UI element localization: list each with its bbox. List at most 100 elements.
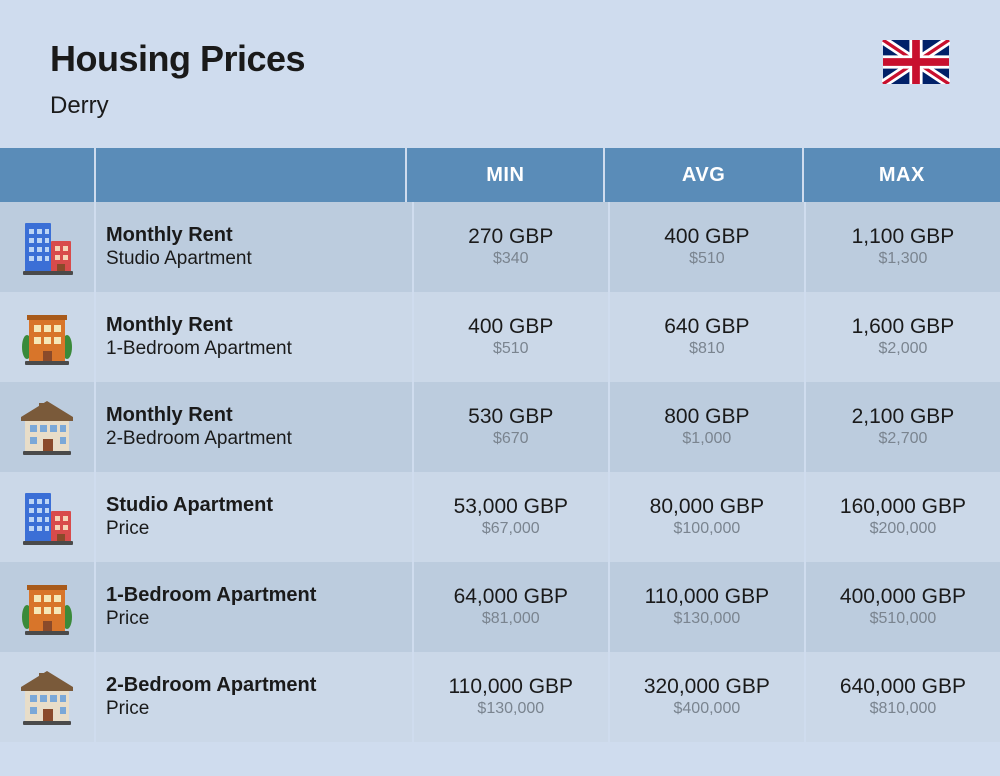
max-gbp: 160,000 GBP [840,494,966,519]
row-label: Studio Apartment Price [96,472,414,562]
min-usd: $670 [493,429,529,450]
min-usd: $81,000 [482,609,540,630]
building-brick-icon [17,307,77,367]
row-label: Monthly Rent 2-Bedroom Apartment [96,382,414,472]
min-usd: $130,000 [477,699,544,720]
label-sub: Price [106,697,412,722]
table-row: Monthly Rent 2-Bedroom Apartment 530 GBP… [0,382,1000,472]
cell-max: 400,000 GBP $510,000 [806,562,1000,652]
cell-max: 160,000 GBP $200,000 [806,472,1000,562]
label-sub: 1-Bedroom Apartment [106,337,412,362]
avg-gbp: 110,000 GBP [645,584,770,609]
label-main: Monthly Rent [106,403,412,427]
building-house-icon [17,667,77,727]
row-icon [0,472,96,562]
min-gbp: 530 GBP [468,404,553,429]
avg-gbp: 400 GBP [664,224,749,249]
min-usd: $340 [493,249,529,270]
row-icon [0,652,96,742]
max-usd: $510,000 [870,609,937,630]
row-icon [0,562,96,652]
table-row: Studio Apartment Price 53,000 GBP $67,00… [0,472,1000,562]
row-label: Monthly Rent 1-Bedroom Apartment [96,292,414,382]
cell-avg: 800 GBP $1,000 [610,382,806,472]
row-icon [0,202,96,292]
cell-avg: 80,000 GBP $100,000 [610,472,806,562]
cell-max: 640,000 GBP $810,000 [806,652,1000,742]
table-row: Monthly Rent 1-Bedroom Apartment 400 GBP… [0,292,1000,382]
avg-usd: $510 [689,249,725,270]
price-table: MIN AVG MAX Monthly Rent Studio Apartmen… [0,148,1000,742]
label-main: Studio Apartment [106,493,412,517]
row-label: 2-Bedroom Apartment Price [96,652,414,742]
cell-avg: 320,000 GBP $400,000 [610,652,806,742]
min-gbp: 64,000 GBP [454,584,568,609]
row-icon [0,382,96,472]
th-max: MAX [804,148,1000,202]
row-label: 1-Bedroom Apartment Price [96,562,414,652]
max-usd: $810,000 [870,699,937,720]
cell-min: 530 GBP $670 [414,382,610,472]
max-gbp: 400,000 GBP [840,584,966,609]
building-house-icon [17,397,77,457]
cell-avg: 640 GBP $810 [610,292,806,382]
label-sub: Price [106,607,412,632]
cell-avg: 110,000 GBP $130,000 [610,562,806,652]
avg-gbp: 320,000 GBP [644,674,770,699]
th-label-spacer [96,148,407,202]
table-row: 2-Bedroom Apartment Price 110,000 GBP $1… [0,652,1000,742]
avg-usd: $400,000 [674,699,741,720]
building-brick-icon [17,577,77,637]
min-usd: $67,000 [482,519,540,540]
avg-usd: $1,000 [682,429,731,450]
building-tall-icon [17,487,77,547]
cell-min: 53,000 GBP $67,000 [414,472,610,562]
th-icon-spacer [0,148,96,202]
min-usd: $510 [493,339,529,360]
cell-min: 110,000 GBP $130,000 [414,652,610,742]
uk-flag-icon [882,40,950,84]
max-gbp: 1,600 GBP [852,314,955,339]
avg-usd: $130,000 [674,609,741,630]
page-subtitle: Derry [50,92,882,120]
row-label: Monthly Rent Studio Apartment [96,202,414,292]
label-main: 2-Bedroom Apartment [106,673,412,697]
max-usd: $2,000 [878,339,927,360]
min-gbp: 110,000 GBP [449,674,574,699]
table-row: Monthly Rent Studio Apartment 270 GBP $3… [0,202,1000,292]
table-row: 1-Bedroom Apartment Price 64,000 GBP $81… [0,562,1000,652]
label-sub: 2-Bedroom Apartment [106,427,412,452]
label-main: 1-Bedroom Apartment [106,583,412,607]
cell-avg: 400 GBP $510 [610,202,806,292]
cell-min: 270 GBP $340 [414,202,610,292]
max-usd: $200,000 [870,519,937,540]
header-text: Housing Prices Derry [50,38,882,120]
max-usd: $1,300 [878,249,927,270]
min-gbp: 53,000 GBP [454,494,568,519]
min-gbp: 270 GBP [468,224,553,249]
avg-usd: $810 [689,339,725,360]
header: Housing Prices Derry [0,0,1000,148]
row-icon [0,292,96,382]
min-gbp: 400 GBP [468,314,553,339]
avg-gbp: 800 GBP [664,404,749,429]
max-gbp: 2,100 GBP [852,404,955,429]
label-sub: Price [106,517,412,542]
cell-min: 400 GBP $510 [414,292,610,382]
cell-max: 1,600 GBP $2,000 [806,292,1000,382]
th-avg: AVG [605,148,803,202]
avg-usd: $100,000 [674,519,741,540]
building-tall-icon [17,217,77,277]
max-gbp: 1,100 GBP [852,224,955,249]
cell-max: 1,100 GBP $1,300 [806,202,1000,292]
max-gbp: 640,000 GBP [840,674,966,699]
page-title: Housing Prices [50,38,882,80]
label-sub: Studio Apartment [106,247,412,272]
cell-max: 2,100 GBP $2,700 [806,382,1000,472]
max-usd: $2,700 [878,429,927,450]
label-main: Monthly Rent [106,223,412,247]
avg-gbp: 640 GBP [664,314,749,339]
avg-gbp: 80,000 GBP [650,494,764,519]
table-header: MIN AVG MAX [0,148,1000,202]
th-min: MIN [407,148,605,202]
